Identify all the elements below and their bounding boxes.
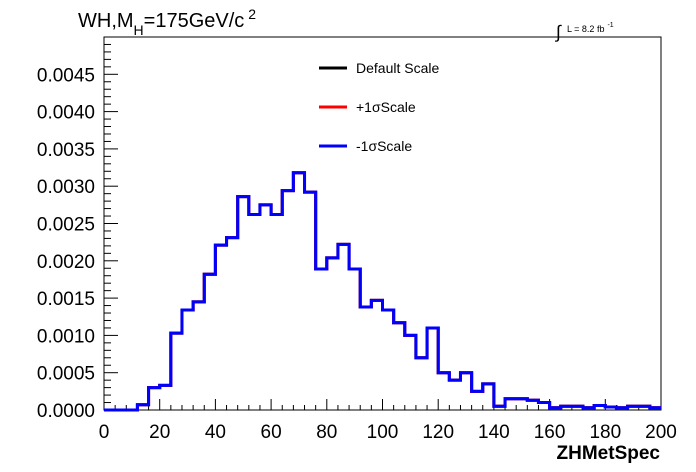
chart-title-main: WH,M <box>78 10 134 32</box>
y-tick-label: 0.0045 <box>37 65 95 86</box>
x-axis-label: ZHMetSpec <box>557 443 661 464</box>
series-layer <box>104 171 661 412</box>
chart-title-subscript: H <box>134 22 144 38</box>
lumi-label-text: L = 8.2 fb <box>567 24 604 34</box>
y-tick-label: 0.0035 <box>37 140 95 161</box>
x-tick-label: 160 <box>534 422 566 443</box>
x-tick-label: 60 <box>261 422 282 443</box>
y-tick-label: 0.0025 <box>37 215 95 236</box>
y-tick-label: 0.0040 <box>37 103 95 124</box>
y-tick-label: 0.0030 <box>37 177 95 198</box>
legend-label: Default Scale <box>356 60 439 76</box>
chart-title-superscript: 2 <box>248 6 256 22</box>
x-tick-label: 120 <box>422 422 454 443</box>
lumi-label-superscript: -1 <box>607 22 613 29</box>
y-tick-label: 0.0010 <box>37 326 95 347</box>
y-tick-label: 0.0000 <box>37 401 95 422</box>
chart-title: WH,MH=175GeV/c 2 <box>78 6 256 38</box>
integral-symbol: ∫ <box>554 22 562 42</box>
legend-label: +1σScale <box>356 99 416 115</box>
x-tick-label: 40 <box>205 422 226 443</box>
x-axis: 0 20 40 60 80 100 120 140 160 180 200 <box>99 399 677 443</box>
plot-frame <box>103 36 662 411</box>
lumi-label: L = 8.2 fb -1 <box>567 22 614 34</box>
x-tick-label: 100 <box>367 422 399 443</box>
x-tick-label: 0 <box>99 422 110 443</box>
legend-label: -1σScale <box>356 138 412 154</box>
legend: Default Scale +1σScale -1σScale <box>319 60 439 154</box>
series-line <box>104 171 661 412</box>
chart-title-rest: =175GeV/c <box>144 10 245 32</box>
x-tick-label: 180 <box>589 422 621 443</box>
x-tick-label: 20 <box>149 422 170 443</box>
y-tick-label: 0.0005 <box>37 364 95 385</box>
x-tick-label: 140 <box>478 422 510 443</box>
x-tick-label: 200 <box>645 422 677 443</box>
y-tick-label: 0.0015 <box>37 289 95 310</box>
y-tick-label: 0.0020 <box>37 252 95 273</box>
series-line <box>104 171 661 412</box>
y-axis: 0.0000 0.0005 0.0010 0.0015 0.0020 0.0025 0.00… <box>37 36 118 422</box>
x-tick-label: 80 <box>316 422 337 443</box>
series-line <box>104 171 661 412</box>
